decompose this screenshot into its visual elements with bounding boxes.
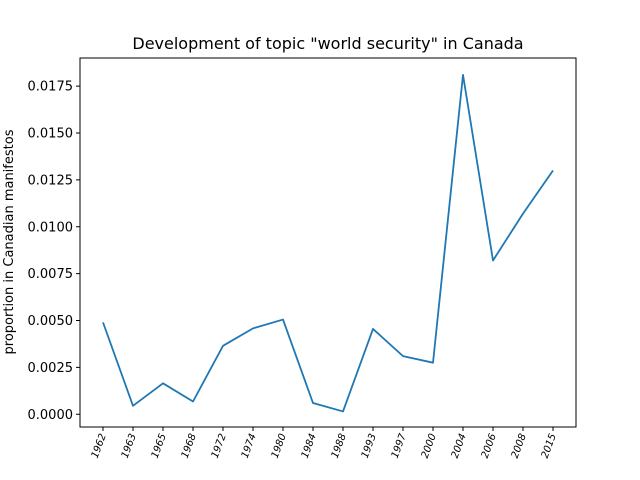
y-tick-label: 0.0000 xyxy=(28,408,74,423)
plot-area xyxy=(79,57,577,428)
y-tick-label: 0.0025 xyxy=(28,361,74,376)
x-tick-label: 1984 xyxy=(300,432,319,460)
y-tick-label: 0.0150 xyxy=(28,127,74,142)
x-tick-label: 1968 xyxy=(180,432,199,460)
x-axis: 1962 1963 1965 1968 1972 1974 1980 1984 1988 1993… xyxy=(90,427,559,460)
x-tick-label: 1963 xyxy=(120,432,139,460)
y-axis-label: proportion in Canadian manifestos xyxy=(2,129,17,354)
chart-title: Development of topic "world security" in… xyxy=(132,34,523,53)
x-tick-label: 1972 xyxy=(210,432,229,460)
y-tick-label: 0.0175 xyxy=(28,80,74,95)
x-tick-label: 1988 xyxy=(330,432,349,460)
x-tick-label: 2000 xyxy=(420,432,439,460)
x-tick-label: 1962 xyxy=(90,432,109,460)
x-tick-label: 1965 xyxy=(150,432,169,460)
x-tick-label: 1997 xyxy=(390,432,409,460)
y-tick-label: 0.0075 xyxy=(28,267,74,282)
x-tick-label: 2015 xyxy=(540,432,559,460)
y-tick-label: 0.0125 xyxy=(28,173,74,188)
x-tick-label: 2004 xyxy=(450,432,469,460)
y-axis: 0.0000 0.0025 0.0050 0.0075 0.0100 0.0125 0.01… xyxy=(28,80,80,423)
series-group xyxy=(102,73,554,413)
x-tick-label: 1980 xyxy=(270,432,289,460)
y-tick-label: 0.0050 xyxy=(28,314,74,329)
x-tick-label: 1974 xyxy=(240,432,259,460)
y-tick-label: 0.0100 xyxy=(28,220,74,235)
x-tick-label: 2006 xyxy=(480,432,499,460)
series-line xyxy=(102,73,554,413)
x-tick-label: 1993 xyxy=(360,432,379,460)
x-tick-label: 2008 xyxy=(510,432,529,460)
